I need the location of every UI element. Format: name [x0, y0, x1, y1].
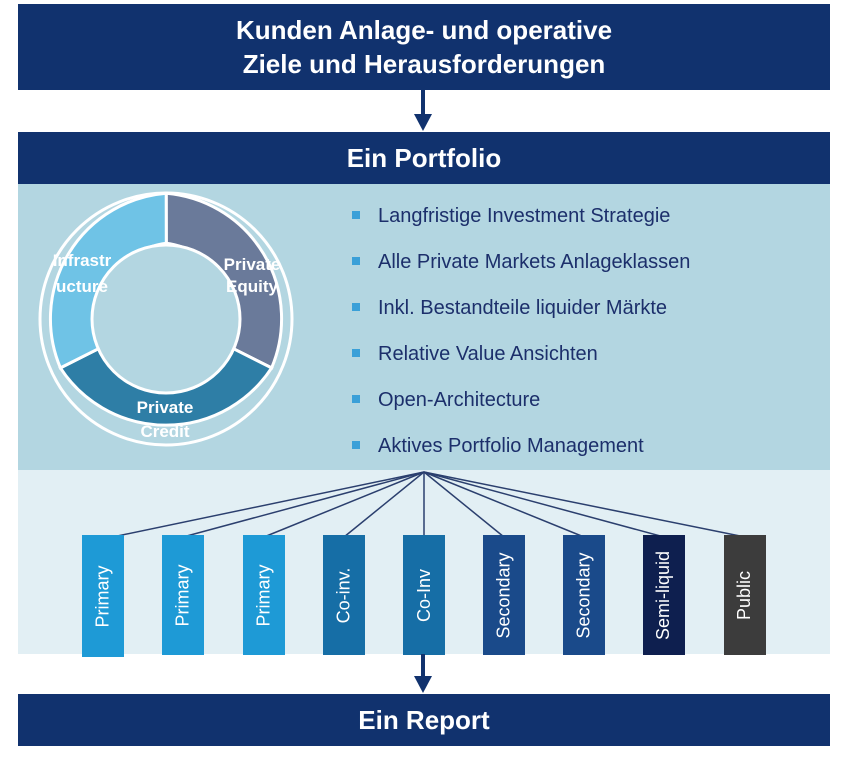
connector-line — [102, 471, 425, 540]
square-bullet-icon — [352, 349, 360, 357]
client-goals-line-1: Kunden Anlage- und operative — [235, 15, 613, 45]
bucket-primary-3: Primary — [243, 535, 285, 655]
bucket-secondary-1: Secondary — [483, 535, 525, 655]
private-equity-label-1: Private — [224, 255, 281, 274]
infrastructure-label-1: Infrastr — [53, 251, 112, 270]
bucket-secondary-2: Secondary — [563, 535, 605, 655]
connector-line — [423, 471, 585, 538]
bucket-primary-2: Primary — [162, 535, 204, 655]
bullet-text: Open-Architecture — [378, 389, 541, 411]
bucket-label: Secondary — [573, 551, 594, 639]
bucket-co-investment-1: Co-inv. — [323, 535, 365, 655]
bucket-label: Public — [734, 570, 755, 620]
private-equity-label-2: Equity — [226, 277, 278, 296]
report-title: Ein Report — [358, 704, 490, 735]
bucket-label: Co-inv. — [333, 567, 354, 623]
private-credit-label-1: Private — [137, 398, 194, 417]
connector-line — [182, 471, 425, 538]
bucket-label: Secondary — [493, 551, 514, 639]
bullet-item: Relative Value Ansichten — [348, 334, 690, 380]
report-banner: Ein Report — [18, 694, 830, 746]
connector-line — [423, 471, 505, 538]
bucket-label: Semi-liquid — [653, 550, 674, 640]
bullet-item: Alle Private Markets Anlageklassen — [348, 242, 690, 288]
square-bullet-icon — [352, 441, 360, 449]
square-bullet-icon — [352, 211, 360, 219]
bucket-label: Co-Inv — [413, 568, 434, 622]
bullet-item: Aktives Portfolio Management — [348, 426, 690, 472]
strategy-bullet-list: Langfristige Investment Strategie Alle P… — [348, 196, 690, 472]
square-bullet-icon — [352, 395, 360, 403]
infrastructure-label-2: ucture — [56, 277, 108, 296]
private-credit-label-2: Credit — [140, 422, 189, 441]
square-bullet-icon — [352, 303, 360, 311]
bullet-item: Langfristige Investment Strategie — [348, 196, 690, 242]
client-goals-banner: Kunden Anlage- und operative Ziele und H… — [18, 4, 830, 90]
bucket-label: Primary — [172, 564, 193, 626]
bullet-text: Aktives Portfolio Management — [378, 435, 644, 457]
bucket-co-investment-2: Co-Inv — [403, 535, 445, 655]
bucket-label: Primary — [253, 564, 274, 626]
bullet-text: Alle Private Markets Anlageklassen — [378, 251, 691, 273]
bullet-item: Inkl. Bestandteile liquider Märkte — [348, 288, 690, 334]
arrow-down-icon — [414, 90, 432, 131]
connector-line — [423, 471, 746, 538]
arrow-down-icon — [414, 654, 432, 693]
bullet-text: Relative Value Ansichten — [378, 343, 598, 365]
client-goals-line-2: Ziele und Herausforderungen — [242, 49, 606, 79]
portfolio-title: Ein Portfolio — [346, 142, 502, 173]
square-bullet-icon — [352, 257, 360, 265]
connector-line — [343, 471, 425, 538]
bucket-public: Public — [724, 535, 766, 655]
connector-line — [263, 471, 425, 538]
bucket-semi-liquid: Semi-liquid — [643, 535, 685, 655]
portfolio-banner: Ein Portfolio — [18, 132, 830, 184]
connector-line — [423, 471, 665, 538]
bucket-label: Primary — [92, 565, 113, 627]
bullet-text: Langfristige Investment Strategie — [378, 205, 671, 227]
bullet-text: Inkl. Bestandteile liquider Märkte — [378, 297, 668, 319]
bullet-item: Open-Architecture — [348, 380, 690, 426]
bucket-primary-1: Primary — [82, 535, 124, 657]
